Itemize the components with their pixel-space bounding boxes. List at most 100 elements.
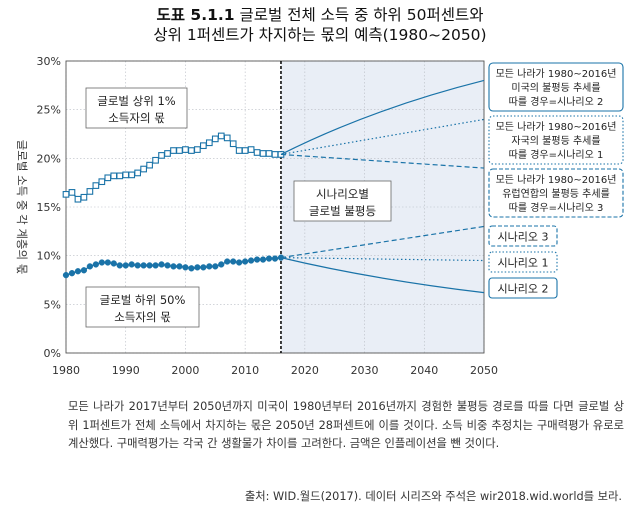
- data-point-top1: [253, 149, 261, 156]
- x-tick-label: 1990: [112, 364, 140, 377]
- figure-label: 도표 5.1.1: [156, 6, 235, 24]
- data-point-bottom50: [116, 262, 123, 269]
- data-point-top1: [199, 142, 207, 150]
- data-point-top1: [182, 146, 189, 153]
- data-point-top1: [211, 135, 219, 143]
- data-point-bottom50: [92, 261, 100, 268]
- data-point-top1: [241, 147, 249, 154]
- data-point-top1: [134, 169, 142, 177]
- x-tick-label: 2000: [171, 364, 199, 377]
- x-tick-label: 2020: [291, 364, 319, 377]
- data-point-bottom50: [152, 262, 159, 269]
- series-line-square: [65, 135, 281, 200]
- data-point-bottom50: [182, 264, 189, 271]
- top1-label-text: 소득자의 몫: [108, 111, 165, 125]
- data-point-top1: [140, 165, 147, 173]
- scenario-title-text: 글로벌 불평등: [309, 204, 376, 218]
- data-point-top1: [217, 132, 225, 140]
- data-point-top1: [170, 147, 177, 154]
- data-point-bottom50: [241, 258, 249, 265]
- scenario-title-box: [293, 180, 392, 222]
- data-point-bottom50: [122, 262, 129, 269]
- data-point-top1: [235, 147, 243, 154]
- data-point-top1: [259, 150, 267, 157]
- data-point-top1: [128, 171, 136, 179]
- data-point-top1: [92, 182, 100, 189]
- scenario-line-bottom50: [280, 257, 485, 262]
- data-point-bottom50: [236, 259, 243, 266]
- data-point-bottom50: [80, 267, 88, 274]
- scenario-label-text: 시나리오 3: [498, 231, 549, 244]
- data-point-bottom50: [230, 258, 237, 265]
- data-point-top1: [176, 147, 183, 154]
- data-point-bottom50: [140, 262, 147, 269]
- scenario-label-box: [488, 277, 558, 299]
- data-point-bottom50: [253, 256, 261, 263]
- chart-title-line2: 상위 1퍼센트가 차지하는 몫의 예측(1980~2050): [153, 26, 487, 44]
- data-point-bottom50: [170, 263, 177, 270]
- data-point-top1: [74, 195, 82, 203]
- chart-svg: 0% 5% 10% 15% 20% 25% 30% 1980 1990 2000 2010 2020 2…: [15, 55, 624, 377]
- scenario-line-bottom50: [280, 257, 485, 294]
- scenario-label-box: [488, 225, 558, 247]
- data-point-bottom50: [104, 259, 111, 266]
- scenario-callout-text: 유럽연합의 불평등 추세를: [502, 188, 610, 200]
- y-tick-label: 15%: [37, 201, 61, 214]
- plot-frame: [65, 60, 485, 354]
- data-point-top1: [247, 146, 255, 153]
- x-tick-label: 2010: [231, 364, 259, 377]
- y-tick-label: 30%: [37, 55, 61, 68]
- data-point-top1: [152, 156, 159, 164]
- scenario-line-top1: [280, 79, 485, 155]
- data-point-bottom50: [158, 261, 165, 268]
- scenario-title-text: 시나리오별: [316, 187, 369, 201]
- scenario-callout-text: 모든 나라가 1980~2016년: [496, 121, 617, 133]
- scenario-callout-text: 따를 경우=시나리오 2: [509, 95, 604, 108]
- data-point-top1: [104, 174, 112, 182]
- scenario-callout-box: [488, 168, 624, 218]
- data-point-bottom50: [164, 262, 171, 269]
- data-point-top1: [271, 151, 279, 158]
- scenario-callout-text: 자국의 불평등 추세를: [511, 135, 600, 147]
- axes-layer: 0% 5% 10% 15% 20% 25% 30% 1980 1990 2000 2010 2020 2…: [15, 55, 498, 377]
- data-point-bottom50: [218, 261, 225, 268]
- data-point-bottom50: [98, 259, 105, 266]
- data-point-top1: [98, 178, 106, 186]
- scenario-callout-text: 모든 나라가 1980~2016년: [496, 174, 617, 186]
- data-point-bottom50: [188, 265, 195, 272]
- x-tick-label: 1980: [52, 364, 80, 377]
- data-point-top1: [229, 140, 237, 148]
- scenario-callout-text: 미국의 불평등 추세를: [511, 82, 600, 94]
- data-point-top1: [188, 147, 195, 154]
- scenario-line-bottom50: [280, 225, 485, 259]
- data-point-bottom50: [194, 264, 201, 271]
- scenario-callout-text: 따를 경우=시나리오 1: [509, 148, 604, 161]
- data-point-top1: [223, 134, 231, 142]
- scenario-label-text: 시나리오 2: [498, 283, 549, 296]
- data-point-top1: [158, 152, 165, 159]
- data-point-top1: [110, 172, 118, 180]
- data-point-bottom50: [62, 271, 70, 279]
- chart-title-line1: 도표 5.1.1 글로벌 전체 소득 중 하위 50퍼센트와: [0, 5, 640, 26]
- data-point-bottom50: [271, 255, 279, 262]
- scenario-callout-text: 따를 경우=시나리오 3: [509, 201, 604, 214]
- y-tick-label: 10%: [37, 250, 61, 263]
- y-tick-label: 25%: [37, 104, 61, 117]
- y-tick-label: 5%: [44, 298, 61, 311]
- source-citation: 출처: WID.월드(2017). 데이터 시리즈와 주석은 wir2018.w…: [244, 490, 622, 503]
- y-tick-label: 20%: [37, 152, 61, 165]
- data-point-top1: [164, 150, 171, 157]
- data-point-top1: [146, 161, 153, 169]
- data-point-bottom50: [224, 258, 231, 265]
- data-point-bottom50: [110, 260, 117, 267]
- y-tick-label: 0%: [44, 347, 61, 360]
- x-tick-label: 2050: [470, 364, 498, 377]
- data-point-top1: [194, 146, 201, 153]
- scenario-series-layer: [280, 79, 485, 294]
- data-point-bottom50: [259, 256, 267, 263]
- top1-label-box: [85, 87, 188, 129]
- scenario-callout-box: [488, 115, 624, 165]
- data-point-bottom50: [200, 264, 207, 271]
- data-point-bottom50: [212, 263, 219, 270]
